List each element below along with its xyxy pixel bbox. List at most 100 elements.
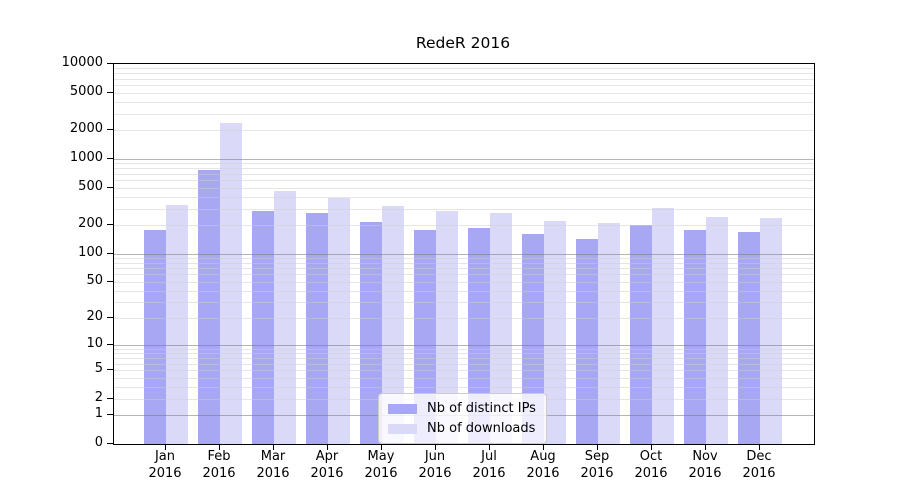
gridline-minor — [114, 281, 814, 283]
plot-area: Nb of distinct IPs Nb of downloads — [113, 63, 815, 445]
gridline-minor — [114, 92, 814, 94]
bar-distinct-ips-oct — [630, 225, 652, 444]
x-tick-year: 2016 — [688, 465, 722, 481]
x-tick-year: 2016 — [202, 465, 236, 481]
y-tick-label: 5000 — [69, 83, 103, 99]
gridline-minor — [114, 187, 814, 189]
x-tick-month: Apr — [315, 449, 339, 464]
legend-item-distinct-ips: Nb of distinct IPs — [388, 401, 536, 416]
bar-distinct-ips-jun — [414, 229, 436, 444]
bar-distinct-ips-mar — [252, 211, 274, 444]
x-tick-label-feb: Feb 2016 — [189, 449, 249, 482]
gridline-minor — [114, 377, 814, 379]
x-tick-mark — [597, 444, 598, 450]
y-tick-label: 1 — [94, 406, 103, 422]
y-tick-mark — [107, 369, 113, 371]
x-tick-year: 2016 — [256, 465, 290, 481]
x-tick-year: 2016 — [472, 465, 506, 481]
gridline-minor — [114, 196, 814, 198]
x-tick-year: 2016 — [310, 465, 344, 481]
gridline-minor — [114, 163, 814, 165]
y-tick-mark — [107, 63, 113, 64]
x-tick-mark — [381, 444, 382, 450]
gridline-major — [114, 345, 814, 347]
y-tick-label: 500 — [78, 178, 103, 194]
bar-distinct-ips-dec — [738, 231, 760, 444]
gridline-minor — [114, 130, 814, 132]
gridline-minor — [114, 73, 814, 75]
gridline-minor — [114, 180, 814, 181]
y-tick-mark — [107, 129, 113, 131]
x-tick-label-apr: Apr 2016 — [297, 449, 357, 482]
x-tick-month: Jan — [154, 449, 176, 464]
x-tick-year: 2016 — [634, 465, 668, 481]
x-tick-year: 2016 — [418, 465, 452, 481]
gridline-minor — [114, 290, 814, 292]
y-tick-label: 50 — [86, 272, 103, 288]
x-tick-mark — [705, 444, 706, 450]
gridline-minor — [114, 68, 814, 70]
bar-downloads-aug — [544, 220, 566, 444]
bar-downloads-apr — [328, 197, 350, 444]
x-tick-mark — [273, 444, 274, 450]
legend-label-distinct-ips: Nb of distinct IPs — [427, 401, 536, 416]
gridline-minor — [114, 262, 814, 264]
y-tick-label: 2 — [94, 389, 103, 405]
bar-distinct-ips-sep — [576, 239, 598, 444]
x-tick-month: Jul — [481, 449, 497, 464]
x-tick-label-jan: Jan 2016 — [135, 449, 195, 482]
y-tick-mark — [107, 414, 113, 416]
x-tick-year: 2016 — [364, 465, 398, 481]
legend: Nb of distinct IPs Nb of downloads — [378, 393, 547, 444]
gridline-minor — [114, 370, 814, 372]
x-tick-year: 2016 — [742, 465, 776, 481]
y-tick-label: 10000 — [61, 55, 103, 70]
gridline-minor — [114, 268, 814, 270]
gridline-minor — [114, 318, 814, 320]
y-tick-label: 0 — [94, 435, 103, 450]
bar-downloads-nov — [706, 217, 728, 444]
x-tick-label-oct: Oct 2016 — [621, 449, 681, 482]
x-tick-month: Mar — [260, 449, 286, 464]
gridline-minor — [114, 363, 814, 365]
y-tick-label: 2000 — [69, 121, 103, 137]
y-tick-label: 1000 — [69, 150, 103, 165]
x-tick-mark — [543, 444, 544, 450]
y-tick-mark — [107, 317, 113, 319]
x-tick-mark — [651, 444, 652, 450]
gridline-minor — [114, 208, 814, 210]
gridline-minor — [114, 302, 814, 304]
bar-downloads-jul — [490, 213, 512, 444]
legend-swatch-downloads-icon — [388, 423, 417, 434]
bar-downloads-may — [382, 205, 404, 444]
bar-distinct-ips-feb — [198, 169, 220, 444]
x-tick-label-aug: Aug 2016 — [513, 449, 573, 482]
x-tick-label-nov: Nov 2016 — [675, 449, 735, 482]
x-tick-mark — [327, 444, 328, 450]
x-tick-month: Aug — [530, 449, 556, 464]
gridline-minor — [114, 274, 814, 276]
bar-downloads-feb — [220, 122, 242, 444]
gridline-minor — [114, 168, 814, 170]
x-tick-label-may: May 2016 — [351, 449, 411, 482]
y-tick-mark — [107, 443, 113, 444]
bar-distinct-ips-apr — [306, 213, 328, 444]
x-tick-month: May — [367, 449, 395, 464]
gridline-minor — [114, 225, 814, 227]
gridline-minor — [114, 101, 814, 103]
gridline-minor — [114, 85, 814, 87]
x-tick-month: Jun — [424, 449, 446, 464]
gridline-major — [114, 253, 814, 255]
y-tick-mark — [107, 224, 113, 226]
bar-downloads-oct — [652, 208, 674, 444]
y-tick-label: 20 — [86, 309, 103, 325]
legend-item-downloads: Nb of downloads — [388, 421, 536, 436]
x-tick-year: 2016 — [148, 465, 182, 481]
x-tick-month: Feb — [207, 449, 231, 464]
gridline-minor — [114, 386, 814, 388]
x-tick-mark — [759, 444, 760, 450]
gridline-minor — [114, 353, 814, 355]
x-tick-label-sep: Sep 2016 — [567, 449, 627, 482]
gridline-major — [114, 159, 814, 160]
